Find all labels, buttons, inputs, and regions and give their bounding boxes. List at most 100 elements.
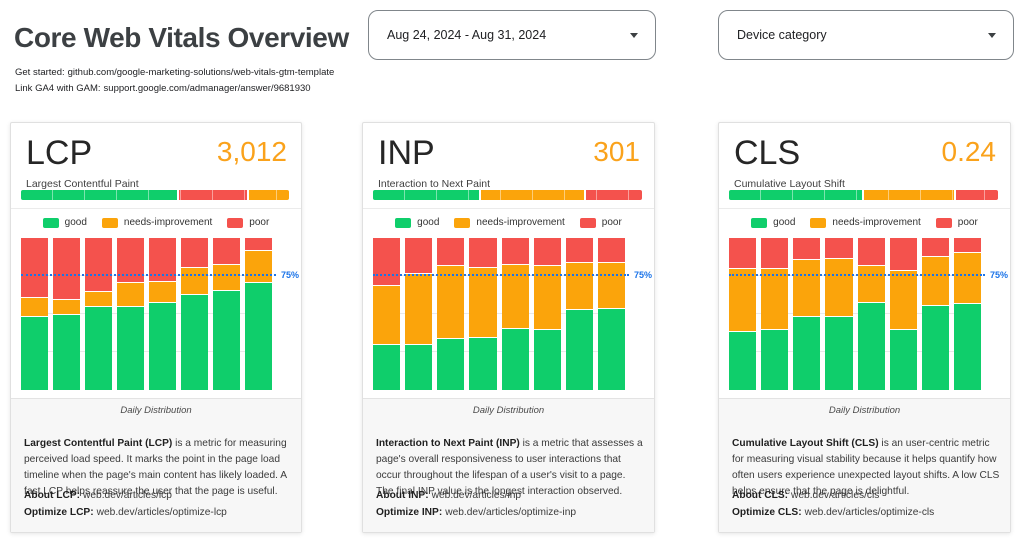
- bar-segment-needs_improvement: [21, 297, 48, 316]
- get-started-link[interactable]: github.com/google-marketing-solutions/we…: [67, 67, 335, 78]
- legend-swatch-needs_improvement: [101, 217, 118, 228]
- bar-segment-good: [889, 329, 917, 390]
- bar-segment-good: [533, 329, 561, 390]
- about-link[interactable]: web.dev/articles/cls: [791, 490, 880, 502]
- divider: [719, 208, 1010, 209]
- daily-distribution-chart: 75%: [373, 238, 652, 390]
- chart-plot-area: [21, 238, 272, 390]
- bar-segment-needs_improvement: [729, 268, 757, 331]
- stacked-bar: [533, 238, 561, 390]
- chevron-down-icon: [988, 32, 996, 38]
- legend-label: needs-improvement: [123, 217, 213, 228]
- stacked-bar: [825, 238, 853, 390]
- summary-distribution-bar: [373, 190, 642, 200]
- about-link[interactable]: web.dev/articles/inp: [431, 490, 522, 502]
- get-started-label: Get started:: [15, 67, 65, 78]
- daily-distribution-chart: 75%: [21, 238, 299, 390]
- bar-segment-poor: [565, 238, 593, 263]
- legend-item-good: good: [751, 217, 795, 228]
- optimize-label: Optimize LCP:: [24, 506, 94, 518]
- gridline: [21, 313, 272, 314]
- stacked-bar: [405, 238, 433, 390]
- bar-segment-good: [953, 303, 981, 390]
- legend-item-needs_improvement: needs-improvement: [101, 217, 213, 228]
- metric-title: INP: [378, 134, 435, 172]
- bar-segment-good: [597, 307, 625, 390]
- stacked-bar: [373, 238, 401, 390]
- link-ga4-link[interactable]: support.google.com/admanager/answer/9681…: [103, 83, 311, 94]
- metric-description-text: is a metric that assesses a page's overa…: [376, 438, 643, 497]
- summary-segment-poor: [955, 190, 998, 200]
- stacked-bar: [597, 238, 625, 390]
- threshold-label: 75%: [989, 270, 1008, 280]
- bars-container: [373, 238, 625, 390]
- chart-plot-area: [373, 238, 625, 390]
- bar-segment-needs_improvement: [469, 266, 497, 337]
- metric-title: CLS: [734, 134, 801, 172]
- legend-label: poor: [957, 217, 978, 228]
- bar-segment-good: [469, 336, 497, 390]
- summary-segment-poor: [586, 190, 642, 200]
- stacked-bar: [437, 238, 465, 390]
- bar-segment-needs_improvement: [181, 266, 208, 295]
- date-range-filter[interactable]: Aug 24, 2024 - Aug 31, 2024: [368, 10, 656, 60]
- legend-label: poor: [601, 217, 622, 228]
- metric-description: Largest Contentful Paint (LCP) is a metr…: [24, 436, 291, 499]
- stacked-bar: [889, 238, 917, 390]
- stacked-bar: [793, 238, 821, 390]
- optimize-line: Optimize LCP: web.dev/articles/optimize-l…: [24, 505, 291, 521]
- bar-segment-good: [405, 344, 433, 390]
- metric-description-term: Interaction to Next Paint (INP): [376, 438, 520, 450]
- metric-description-term: Cumulative Layout Shift (CLS): [732, 438, 879, 450]
- summary-segment-good: [729, 190, 862, 200]
- card-bottom-section: Daily Distribution Cumulative Layout Shif…: [719, 398, 1010, 532]
- daily-distribution-label: Daily Distribution: [828, 405, 901, 416]
- bar-segment-poor: [213, 238, 240, 264]
- about-label: About LCP:: [24, 490, 81, 502]
- legend-item-poor: poor: [935, 217, 978, 228]
- about-label: About INP:: [376, 490, 429, 502]
- bar-segment-good: [21, 315, 48, 390]
- stacked-bar: [921, 238, 949, 390]
- optimize-link[interactable]: web.dev/articles/optimize-inp: [445, 506, 577, 518]
- about-line: About LCP: web.dev/articles/lcp: [24, 488, 291, 504]
- metric-description: Interaction to Next Paint (INP) is a met…: [376, 436, 644, 499]
- bar-segment-good: [213, 289, 240, 390]
- bar-segment-good: [565, 309, 593, 390]
- date-range-value: Aug 24, 2024 - Aug 31, 2024: [387, 28, 547, 42]
- bar-segment-poor: [921, 238, 949, 257]
- bar-segment-good: [181, 294, 208, 390]
- daily-distribution-chart: 75%: [729, 238, 1008, 390]
- legend-swatch-poor: [935, 217, 952, 228]
- gridline: [21, 351, 272, 352]
- bar-segment-good: [373, 344, 401, 390]
- bar-segment-good: [825, 315, 853, 390]
- bar-segment-needs_improvement: [597, 262, 625, 308]
- stacked-bar: [857, 238, 885, 390]
- metric-subtitle: Largest Contentful Paint: [26, 178, 139, 190]
- legend-label: poor: [249, 217, 270, 228]
- optimize-link[interactable]: web.dev/articles/optimize-cls: [804, 506, 935, 518]
- legend-swatch-needs_improvement: [454, 217, 471, 228]
- daily-distribution-label: Daily Distribution: [472, 405, 545, 416]
- legend-swatch-poor: [227, 217, 244, 228]
- metric-card-lcp: LCP 3,012 Largest Contentful Paint good need…: [10, 122, 302, 533]
- bars-container: [21, 238, 272, 390]
- optimize-link[interactable]: web.dev/articles/optimize-lcp: [96, 506, 227, 518]
- bar-segment-needs_improvement: [53, 298, 80, 314]
- legend-label: needs-improvement: [832, 217, 921, 228]
- bar-segment-poor: [533, 238, 561, 266]
- legend-item-needs_improvement: needs-improvement: [454, 217, 565, 228]
- stacked-bar: [469, 238, 497, 390]
- about-link[interactable]: web.dev/articles/lcp: [83, 490, 172, 502]
- bar-segment-good: [761, 329, 789, 390]
- bar-segment-good: [501, 327, 529, 390]
- metric-title: LCP: [26, 134, 93, 172]
- device-category-filter[interactable]: Device category: [718, 10, 1014, 60]
- summary-segment-poor: [178, 190, 248, 200]
- legend-swatch-good: [42, 217, 59, 228]
- bar-segment-good: [921, 304, 949, 390]
- bar-segment-poor: [53, 238, 80, 299]
- link-ga4-label: Link GA4 with GAM:: [15, 83, 101, 94]
- legend-label: good: [417, 217, 440, 228]
